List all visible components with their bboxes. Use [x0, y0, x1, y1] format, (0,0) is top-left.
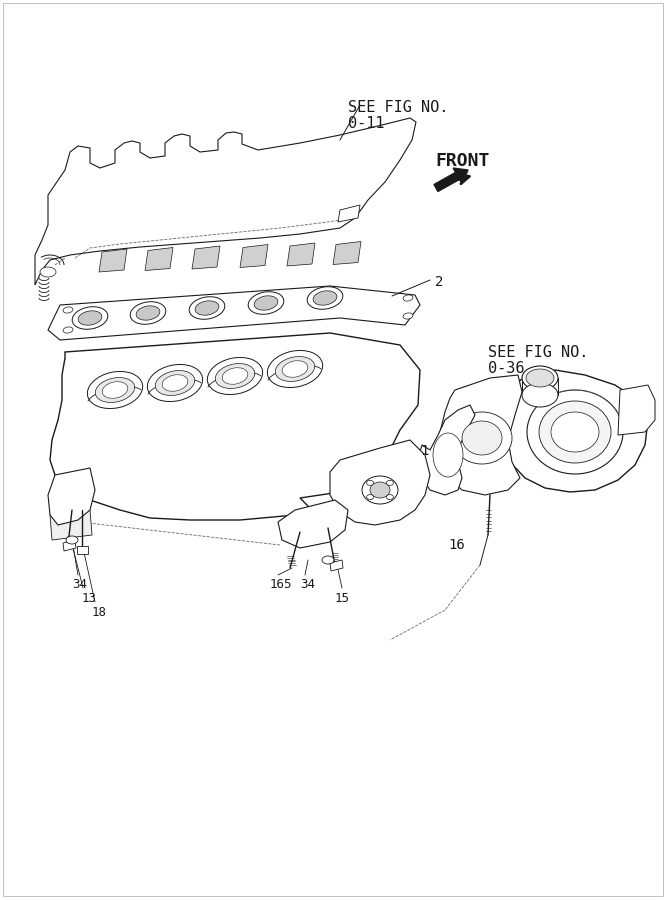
Ellipse shape	[522, 366, 558, 390]
Polygon shape	[287, 243, 315, 266]
Ellipse shape	[63, 307, 73, 313]
Ellipse shape	[282, 361, 308, 377]
FancyArrow shape	[434, 168, 468, 192]
Ellipse shape	[267, 350, 323, 388]
Text: 0-36: 0-36	[488, 361, 524, 376]
Ellipse shape	[527, 390, 623, 474]
Polygon shape	[618, 385, 655, 435]
Ellipse shape	[362, 476, 398, 504]
Text: 15: 15	[335, 592, 350, 605]
Polygon shape	[50, 510, 92, 540]
Text: 1: 1	[420, 444, 428, 458]
Ellipse shape	[526, 369, 554, 387]
Text: 165: 165	[270, 578, 293, 591]
Ellipse shape	[307, 287, 343, 310]
Ellipse shape	[66, 536, 78, 544]
Ellipse shape	[386, 495, 394, 500]
Ellipse shape	[367, 481, 374, 485]
Ellipse shape	[322, 556, 334, 564]
Text: SEE FIG NO.: SEE FIG NO.	[488, 345, 588, 360]
Ellipse shape	[275, 356, 315, 382]
Ellipse shape	[386, 481, 394, 485]
Polygon shape	[418, 405, 475, 495]
Polygon shape	[63, 540, 76, 551]
Polygon shape	[330, 560, 343, 571]
Polygon shape	[333, 241, 361, 265]
Ellipse shape	[78, 310, 102, 325]
Polygon shape	[240, 245, 268, 267]
Ellipse shape	[367, 495, 374, 500]
Text: 34: 34	[300, 578, 315, 591]
Ellipse shape	[102, 382, 128, 399]
Ellipse shape	[370, 482, 390, 498]
Ellipse shape	[130, 302, 166, 324]
Text: 34: 34	[72, 578, 87, 591]
Polygon shape	[35, 118, 416, 285]
Polygon shape	[50, 333, 420, 520]
Polygon shape	[338, 205, 360, 222]
Ellipse shape	[313, 291, 337, 305]
Text: 13: 13	[82, 592, 97, 605]
Ellipse shape	[195, 301, 219, 315]
Polygon shape	[438, 375, 522, 495]
Ellipse shape	[551, 412, 599, 452]
Polygon shape	[48, 286, 420, 340]
Text: 2: 2	[435, 275, 444, 289]
Ellipse shape	[433, 433, 463, 477]
Ellipse shape	[452, 412, 512, 464]
Ellipse shape	[254, 296, 278, 310]
Text: SEE FIG NO.: SEE FIG NO.	[348, 100, 448, 115]
Polygon shape	[505, 370, 648, 492]
Ellipse shape	[539, 401, 611, 463]
Polygon shape	[145, 248, 173, 271]
Ellipse shape	[63, 327, 73, 333]
Polygon shape	[522, 378, 558, 395]
Ellipse shape	[155, 371, 195, 395]
Polygon shape	[77, 546, 88, 554]
Polygon shape	[48, 468, 95, 525]
Ellipse shape	[162, 374, 188, 392]
Polygon shape	[278, 500, 348, 548]
Ellipse shape	[403, 295, 413, 302]
Text: 18: 18	[92, 606, 107, 619]
Ellipse shape	[189, 297, 225, 320]
Ellipse shape	[403, 313, 413, 320]
Ellipse shape	[87, 372, 143, 409]
Ellipse shape	[215, 364, 255, 389]
Ellipse shape	[462, 421, 502, 455]
Ellipse shape	[72, 307, 108, 329]
Polygon shape	[99, 249, 127, 272]
Polygon shape	[330, 440, 430, 525]
Ellipse shape	[40, 267, 56, 277]
Polygon shape	[192, 246, 220, 269]
Text: FRONT: FRONT	[435, 152, 490, 170]
Ellipse shape	[136, 306, 160, 320]
Ellipse shape	[522, 383, 558, 407]
Ellipse shape	[222, 368, 248, 384]
Ellipse shape	[147, 364, 203, 401]
Ellipse shape	[207, 357, 263, 394]
Text: 16: 16	[448, 538, 465, 552]
Ellipse shape	[95, 377, 135, 402]
Text: 0-11: 0-11	[348, 116, 384, 131]
Ellipse shape	[248, 292, 284, 314]
